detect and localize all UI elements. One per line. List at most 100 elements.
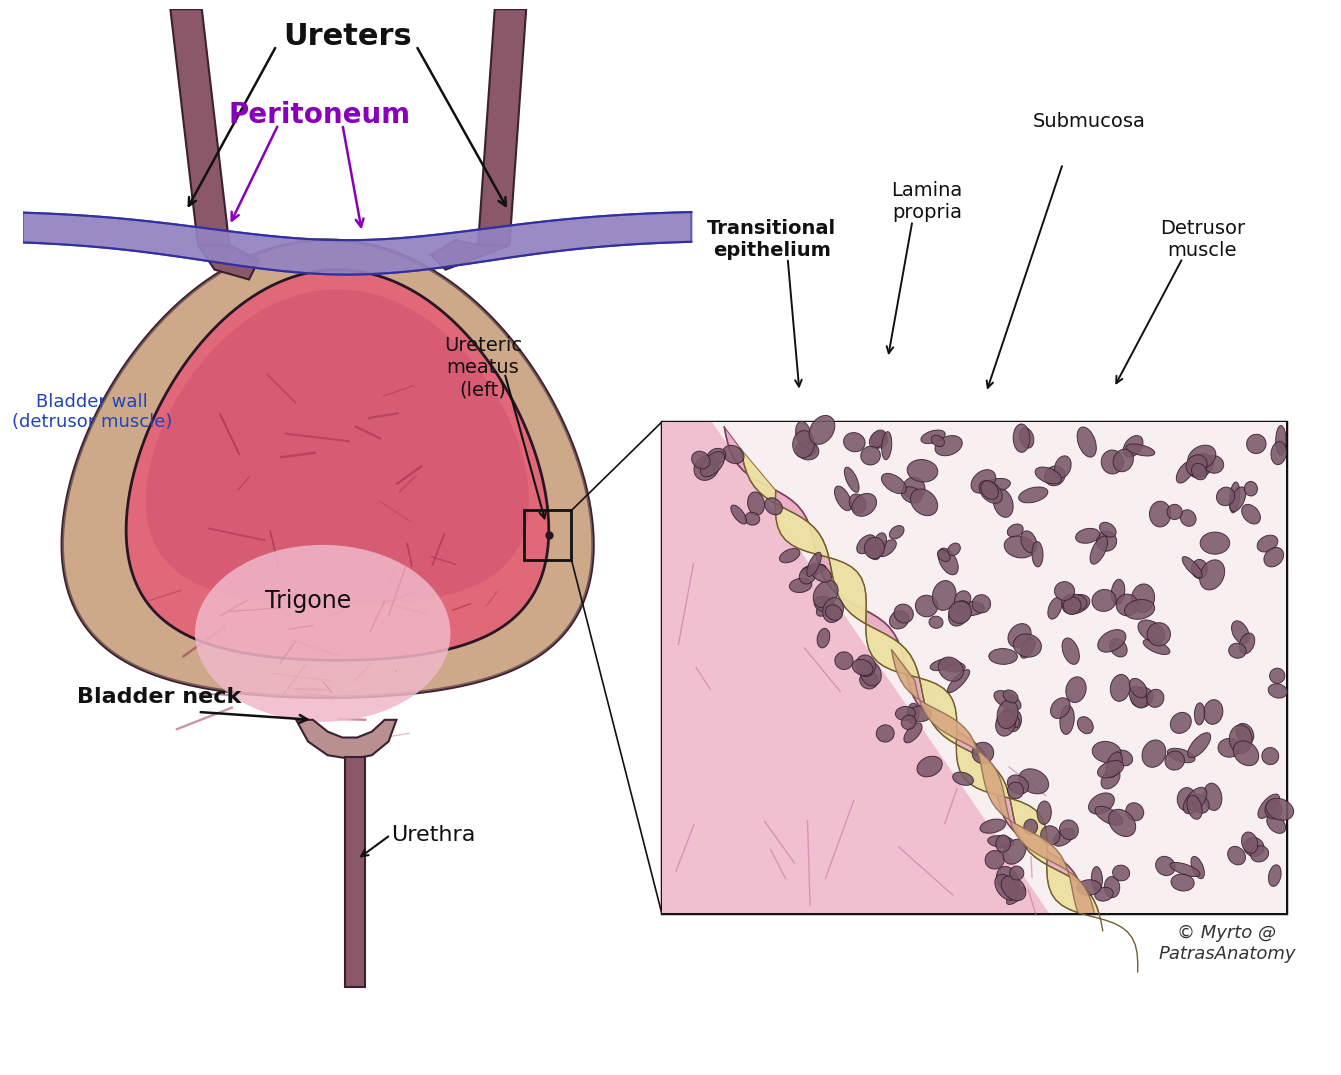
- Ellipse shape: [872, 431, 888, 448]
- Ellipse shape: [1200, 560, 1224, 590]
- Polygon shape: [662, 422, 1112, 914]
- Ellipse shape: [1097, 760, 1124, 778]
- Ellipse shape: [744, 513, 760, 526]
- Ellipse shape: [1114, 750, 1133, 765]
- Ellipse shape: [843, 432, 865, 452]
- Polygon shape: [170, 10, 229, 245]
- Ellipse shape: [988, 648, 1018, 664]
- Ellipse shape: [1059, 820, 1078, 840]
- Polygon shape: [23, 212, 692, 274]
- Ellipse shape: [1106, 752, 1122, 777]
- Ellipse shape: [1019, 487, 1047, 503]
- Ellipse shape: [932, 580, 956, 611]
- Ellipse shape: [952, 772, 974, 786]
- Ellipse shape: [1021, 637, 1035, 658]
- Ellipse shape: [873, 533, 886, 554]
- Ellipse shape: [907, 703, 919, 723]
- Ellipse shape: [692, 452, 711, 469]
- Ellipse shape: [889, 526, 904, 539]
- Ellipse shape: [901, 487, 921, 503]
- Ellipse shape: [896, 706, 916, 720]
- Ellipse shape: [994, 489, 1014, 517]
- Ellipse shape: [1242, 832, 1258, 854]
- Ellipse shape: [995, 712, 1015, 736]
- Ellipse shape: [1007, 711, 1022, 732]
- Ellipse shape: [1003, 690, 1018, 703]
- Ellipse shape: [1234, 741, 1259, 765]
- Ellipse shape: [1265, 801, 1282, 819]
- Ellipse shape: [1195, 703, 1204, 725]
- Ellipse shape: [911, 489, 937, 516]
- Polygon shape: [146, 289, 530, 606]
- Ellipse shape: [916, 596, 937, 617]
- Ellipse shape: [972, 594, 991, 613]
- Ellipse shape: [955, 591, 971, 608]
- Ellipse shape: [1126, 444, 1155, 456]
- Ellipse shape: [1177, 788, 1196, 811]
- Ellipse shape: [1188, 445, 1216, 470]
- Polygon shape: [62, 240, 593, 698]
- Ellipse shape: [1041, 826, 1059, 845]
- Ellipse shape: [1066, 677, 1086, 703]
- Ellipse shape: [860, 671, 878, 689]
- Ellipse shape: [779, 548, 801, 563]
- Ellipse shape: [1062, 594, 1090, 614]
- Ellipse shape: [1204, 784, 1222, 811]
- Ellipse shape: [1132, 584, 1155, 613]
- Ellipse shape: [802, 564, 826, 575]
- Ellipse shape: [817, 629, 830, 648]
- Ellipse shape: [1035, 467, 1062, 484]
- Ellipse shape: [790, 578, 811, 592]
- Ellipse shape: [998, 700, 1018, 729]
- Polygon shape: [477, 10, 526, 245]
- Text: Bladder wall
(detrusor muscle): Bladder wall (detrusor muscle): [12, 392, 172, 431]
- Ellipse shape: [799, 568, 815, 584]
- Ellipse shape: [1092, 742, 1121, 762]
- Text: Urethra: Urethra: [392, 825, 476, 845]
- Ellipse shape: [995, 874, 1018, 900]
- Ellipse shape: [1180, 510, 1196, 527]
- Ellipse shape: [1227, 846, 1246, 865]
- Ellipse shape: [1139, 620, 1165, 643]
- Ellipse shape: [1247, 434, 1266, 454]
- Ellipse shape: [980, 819, 1006, 833]
- Bar: [662, 422, 1286, 914]
- Ellipse shape: [1125, 803, 1144, 821]
- Ellipse shape: [1100, 522, 1116, 538]
- Ellipse shape: [1275, 426, 1286, 456]
- Ellipse shape: [1007, 524, 1023, 538]
- Ellipse shape: [1062, 637, 1080, 664]
- Ellipse shape: [1156, 857, 1175, 876]
- Ellipse shape: [1125, 600, 1155, 619]
- Polygon shape: [126, 270, 548, 660]
- Ellipse shape: [1098, 630, 1126, 653]
- Ellipse shape: [1216, 487, 1235, 505]
- Ellipse shape: [1188, 454, 1214, 477]
- Ellipse shape: [1147, 622, 1171, 646]
- Ellipse shape: [1230, 482, 1240, 513]
- Ellipse shape: [1176, 461, 1193, 483]
- Ellipse shape: [1267, 815, 1286, 833]
- Text: Detrusor
muscle: Detrusor muscle: [1160, 218, 1244, 259]
- Ellipse shape: [986, 850, 1004, 869]
- Ellipse shape: [1045, 465, 1065, 486]
- Ellipse shape: [1265, 547, 1283, 567]
- Ellipse shape: [1002, 710, 1021, 728]
- Ellipse shape: [948, 543, 960, 556]
- Ellipse shape: [1007, 782, 1023, 799]
- Text: Peritoneum: Peritoneum: [229, 101, 410, 129]
- Ellipse shape: [1129, 678, 1147, 698]
- Ellipse shape: [1113, 449, 1133, 472]
- Ellipse shape: [1008, 624, 1031, 647]
- Ellipse shape: [795, 441, 819, 460]
- Ellipse shape: [1258, 794, 1279, 818]
- Ellipse shape: [996, 866, 1019, 893]
- Text: Ureteric
meatus
(left): Ureteric meatus (left): [444, 336, 522, 400]
- Ellipse shape: [1236, 723, 1254, 744]
- Ellipse shape: [1110, 674, 1130, 701]
- Ellipse shape: [809, 415, 835, 444]
- Text: Transitional
epithelium: Transitional epithelium: [707, 218, 837, 259]
- Ellipse shape: [1266, 799, 1294, 820]
- Ellipse shape: [1171, 713, 1191, 733]
- Ellipse shape: [799, 440, 817, 457]
